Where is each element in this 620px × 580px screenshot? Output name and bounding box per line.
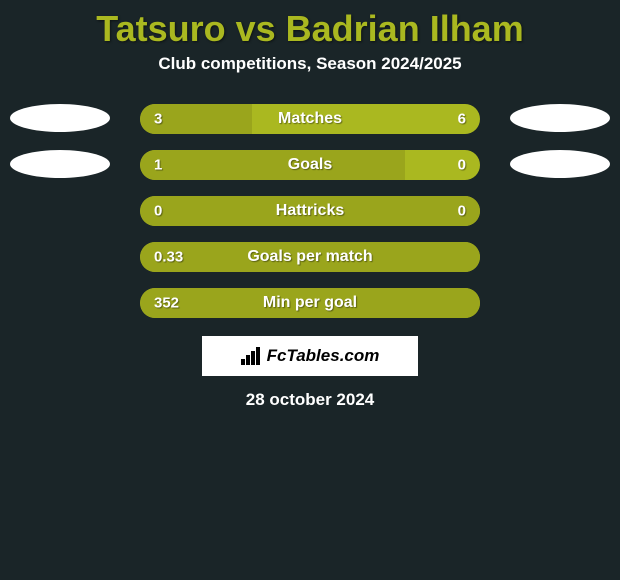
stat-value-right: 0 <box>458 203 466 220</box>
stat-bar: 0.33 Goals per match <box>140 242 480 272</box>
stat-label: Hattricks <box>276 202 344 220</box>
stat-value-left: 352 <box>154 295 179 312</box>
stats-area: 3 6 Matches 1 0 Goals 0 0 Hattricks 0.33 Goals per… <box>0 104 620 318</box>
stat-bar: 3 6 Matches <box>140 104 480 134</box>
stat-value-right: 6 <box>458 111 466 128</box>
stat-value-left: 0.33 <box>154 249 183 266</box>
team-logo-right-2 <box>510 150 610 178</box>
date-label: 28 october 2024 <box>0 390 620 410</box>
stat-label: Matches <box>278 110 342 128</box>
stat-bar: 0 0 Hattricks <box>140 196 480 226</box>
branding-text: FcTables.com <box>267 346 380 366</box>
stat-fill-left <box>140 150 405 180</box>
stat-value-left: 1 <box>154 157 162 174</box>
team-logo-right-1 <box>510 104 610 132</box>
chart-icon <box>241 347 261 365</box>
stat-value-left: 0 <box>154 203 162 220</box>
stats-container: Tatsuro vs Badrian Ilham Club competitio… <box>0 0 620 410</box>
stat-bar: 1 0 Goals <box>140 150 480 180</box>
stat-bar: 352 Min per goal <box>140 288 480 318</box>
branding-badge: FcTables.com <box>202 336 418 376</box>
stat-value-right: 0 <box>458 157 466 174</box>
stat-value-left: 3 <box>154 111 162 128</box>
page-title: Tatsuro vs Badrian Ilham <box>0 0 620 54</box>
team-logo-left-1 <box>10 104 110 132</box>
stat-label: Goals <box>288 156 332 174</box>
page-subtitle: Club competitions, Season 2024/2025 <box>0 54 620 74</box>
stat-label: Goals per match <box>247 248 372 266</box>
stat-label: Min per goal <box>263 294 357 312</box>
team-logo-left-2 <box>10 150 110 178</box>
